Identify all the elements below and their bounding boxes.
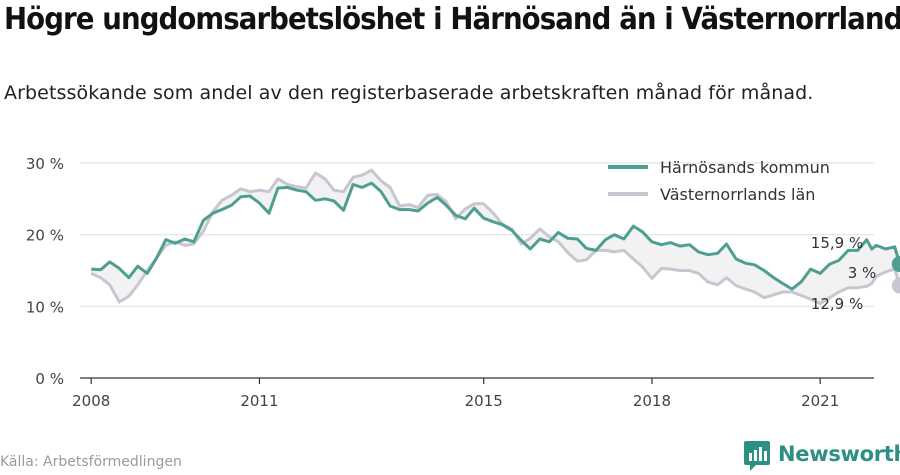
y-tick-label: 10 % xyxy=(26,298,64,316)
end-marker-kommun xyxy=(891,256,900,273)
legend-label: Västernorrlands län xyxy=(660,185,815,204)
x-tick-label: 2008 xyxy=(72,392,110,410)
y-axis-ticks: 0 % 10 % 20 % 30 % xyxy=(26,155,64,388)
x-axis-ticks: 2008 2011 2015 2018 2021 xyxy=(72,378,839,410)
page-subtitle: Arbetssökande som andel av den registerb… xyxy=(4,82,814,104)
legend-label: Härnösands kommun xyxy=(660,158,830,177)
y-tick-label: 0 % xyxy=(35,370,64,388)
x-tick-label: 2011 xyxy=(240,392,278,410)
end-markers: 15,9 % 12,9 % 3 % xyxy=(811,234,900,313)
gap-area xyxy=(91,170,900,304)
y-tick-label: 20 % xyxy=(26,227,64,245)
newsworthy-logo-icon xyxy=(744,441,770,471)
series-line-kommun xyxy=(91,181,900,291)
brand-logo: Newsworthy xyxy=(744,441,900,471)
chart-gridlines xyxy=(80,162,874,307)
x-tick-label: 2018 xyxy=(633,392,671,410)
end-label-lan: 12,9 % xyxy=(811,295,863,313)
end-marker-lan xyxy=(891,277,900,294)
end-label-kommun: 15,9 % xyxy=(811,234,863,252)
source-note: Källa: Arbetsförmedlingen xyxy=(0,454,182,470)
x-tick-label: 2015 xyxy=(465,392,503,410)
y-tick-label: 30 % xyxy=(26,155,64,173)
page-title: Högre ungdomsarbetslöshet i Härnösand än… xyxy=(4,2,900,37)
difference-label: 3 % xyxy=(848,264,877,282)
x-tick-label: 2021 xyxy=(801,392,839,410)
brand-name: Newsworthy xyxy=(778,442,900,466)
series-lines xyxy=(90,168,900,305)
chart-legend: Härnösands kommun Västernorrlands län xyxy=(608,158,830,204)
